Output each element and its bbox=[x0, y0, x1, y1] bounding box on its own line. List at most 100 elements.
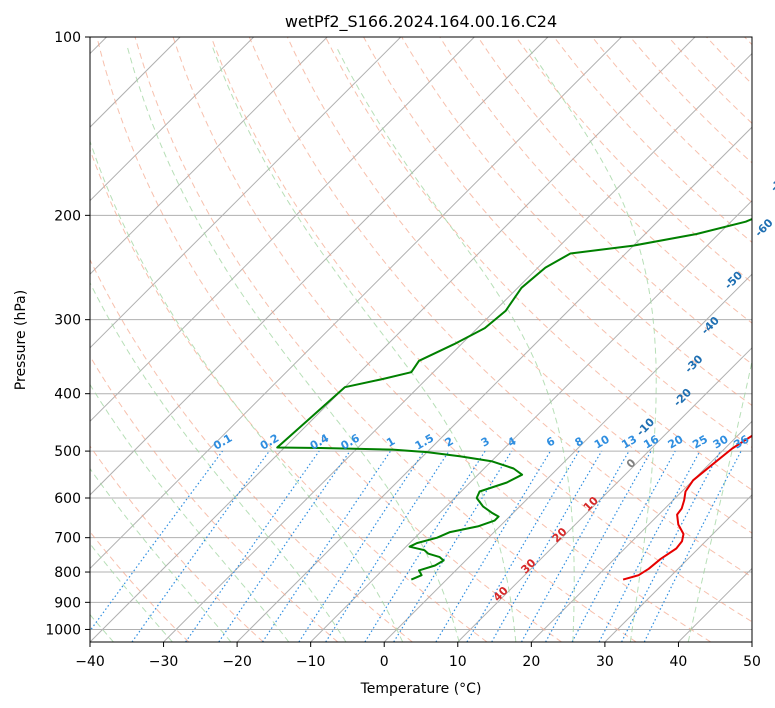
x-tick-label: 30 bbox=[596, 654, 614, 670]
dry-adiabat bbox=[515, 37, 752, 284]
mixing-ratio-line bbox=[466, 450, 580, 642]
plot-area bbox=[90, 37, 752, 642]
mixing-ratio-line bbox=[571, 450, 676, 642]
y-tick-label: 200 bbox=[54, 208, 81, 224]
mixing-ratio-line bbox=[218, 450, 351, 642]
adiabat-label: -30 bbox=[682, 352, 705, 375]
dry-adiabat bbox=[90, 445, 264, 642]
moist-adiabat bbox=[527, 46, 657, 642]
x-tick-label: −30 bbox=[149, 654, 179, 670]
x-tick-label: −10 bbox=[296, 654, 326, 670]
adiabat-label: 10 bbox=[581, 494, 601, 514]
moist-adiabat bbox=[687, 358, 752, 642]
isotherm-line bbox=[163, 52, 752, 642]
dry-adiabat bbox=[363, 37, 752, 449]
mixing-ratio-label: 0.2 bbox=[258, 432, 281, 453]
dry-adiabat bbox=[325, 37, 752, 491]
mixing-ratio-label: 3 bbox=[479, 435, 492, 450]
isotherm-line bbox=[90, 37, 549, 496]
mixing-ratio-label: 0.4 bbox=[308, 431, 332, 452]
x-tick-label: −40 bbox=[75, 654, 105, 670]
moist-adiabat bbox=[126, 46, 460, 642]
dry-adiabat bbox=[286, 37, 752, 534]
isotherm-line bbox=[90, 37, 328, 275]
dry-adiabat bbox=[553, 37, 752, 243]
dry-adiabat bbox=[134, 37, 637, 642]
dry-adiabat bbox=[706, 37, 752, 85]
dry-adiabat bbox=[210, 37, 752, 623]
moist-adiabat bbox=[90, 139, 404, 642]
isotherm-line bbox=[90, 37, 622, 570]
mixing-ratio-line bbox=[185, 450, 320, 642]
mixing-ratio-line bbox=[393, 450, 513, 642]
isotherm-line bbox=[751, 641, 752, 642]
x-tick-label: 20 bbox=[522, 654, 540, 670]
isotherm-line bbox=[90, 37, 402, 349]
mixing-ratio-label: 1 bbox=[384, 435, 397, 450]
mixing-ratio-label: 36 bbox=[731, 432, 751, 451]
dewpoint-profile bbox=[276, 218, 752, 581]
mixing-ratio-label: 30 bbox=[711, 432, 731, 451]
dry-adiabat bbox=[90, 148, 488, 642]
adiabat-label: -70 bbox=[768, 171, 775, 194]
y-axis-ticks: 100 200 300 400 500 600 700 800 900 1000 bbox=[45, 30, 90, 638]
dry-adiabat bbox=[96, 37, 562, 642]
mixing-ratio-label: 1.5 bbox=[413, 432, 436, 453]
mixing-ratio-label: 2 bbox=[443, 435, 456, 450]
isotherm-line bbox=[383, 273, 752, 642]
isotherm-line bbox=[678, 567, 752, 642]
temperature-profile bbox=[622, 434, 752, 581]
mixing-ratio-label: 20 bbox=[666, 432, 686, 451]
y-tick-label: 300 bbox=[54, 313, 81, 329]
y-axis-title: Pressure (hPa) bbox=[13, 290, 29, 390]
isotherm-line bbox=[236, 126, 752, 642]
isotherm-line bbox=[604, 494, 752, 642]
adiabat-label: -40 bbox=[699, 314, 722, 337]
dry-adiabat bbox=[401, 37, 752, 407]
moist-adiabat bbox=[90, 543, 173, 642]
x-tick-label: −20 bbox=[222, 654, 252, 670]
adiabat-label: -50 bbox=[722, 269, 745, 292]
y-tick-label: 100 bbox=[54, 30, 81, 46]
y-tick-label: 600 bbox=[54, 491, 81, 507]
mixing-ratio-label: 13 bbox=[619, 433, 639, 452]
y-tick-label: 800 bbox=[54, 565, 81, 581]
isotherm-line bbox=[90, 37, 475, 423]
y-tick-label: 400 bbox=[54, 387, 81, 403]
y-tick-label: 1000 bbox=[45, 622, 81, 638]
x-tick-label: 0 bbox=[380, 654, 389, 670]
moist-adiabat bbox=[212, 46, 517, 642]
dry-adiabat bbox=[90, 258, 413, 642]
adiabat-label: 30 bbox=[518, 556, 538, 576]
moist-adiabat bbox=[90, 383, 290, 642]
mixing-ratio-line bbox=[364, 450, 486, 642]
dry-adiabat bbox=[172, 37, 712, 642]
mixing-ratio-line bbox=[131, 450, 270, 642]
y-tick-label: 700 bbox=[54, 531, 81, 547]
mixing-ratio-label: 0.1 bbox=[211, 432, 234, 453]
y-tick-label: 500 bbox=[54, 444, 81, 460]
dry-adiabat bbox=[629, 37, 752, 164]
dry-adiabat bbox=[591, 37, 752, 204]
isotherm-line bbox=[90, 37, 255, 202]
dry-adiabat bbox=[744, 37, 752, 46]
mixing-ratio-line bbox=[545, 450, 652, 642]
mixing-ratio-line bbox=[90, 450, 223, 632]
mixing-ratio-label: 4 bbox=[505, 434, 518, 449]
isotherm-line bbox=[90, 37, 696, 642]
plot-frame bbox=[89, 36, 753, 643]
x-tick-label: 50 bbox=[743, 654, 761, 670]
chart-title: wetPf2_S166.2024.164.00.16.C24 bbox=[285, 12, 557, 32]
mixing-ratio-label: 10 bbox=[592, 432, 612, 451]
moist-adiabat bbox=[90, 467, 232, 642]
adiabat-label: 20 bbox=[550, 525, 570, 545]
axes: −40 −30 −20 −10 0 10 20 30 40 50 100 200 300 400 500 6… bbox=[45, 30, 761, 670]
mixing-ratio-label: 6 bbox=[544, 434, 557, 449]
mixing-ratio-line bbox=[491, 450, 603, 642]
mixing-ratio-line bbox=[298, 450, 425, 642]
x-tick-label: 10 bbox=[449, 654, 467, 670]
x-axis-ticks: −40 −30 −20 −10 0 10 20 30 40 50 bbox=[75, 642, 761, 670]
mixing-ratio-line bbox=[520, 450, 630, 642]
x-tick-label: 40 bbox=[670, 654, 688, 670]
